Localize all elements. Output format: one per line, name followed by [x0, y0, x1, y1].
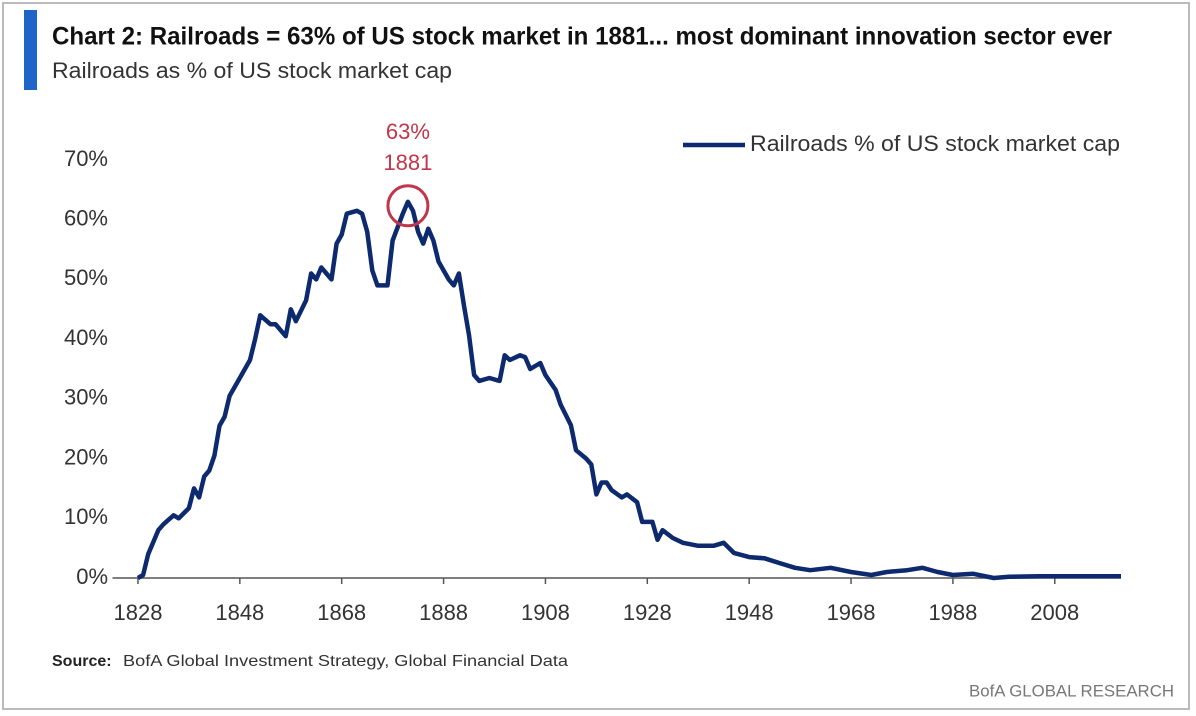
- x-tick-label: 1948: [725, 600, 774, 625]
- source-text: BofA Global Investment Strategy, Global …: [123, 653, 568, 670]
- y-tick-label: 40%: [64, 325, 108, 350]
- x-tick-label: 1888: [419, 600, 468, 625]
- x-tick-label: 1828: [113, 600, 162, 625]
- annotation: 1881: [383, 150, 432, 175]
- legend-label: Railroads % of US stock market cap: [750, 131, 1120, 156]
- brand: BofA GLOBAL RESEARCH: [969, 681, 1174, 700]
- peak-circle: [386, 184, 430, 228]
- y-tick-label: 30%: [64, 385, 108, 410]
- x-tick-label: 1908: [521, 600, 570, 625]
- annotation: 63%: [386, 119, 430, 144]
- title-accent: [24, 10, 37, 90]
- y-tick-label: 70%: [64, 146, 108, 171]
- chart-title: Chart 2: Railroads = 63% of US stock mar…: [52, 23, 1112, 51]
- y-tick-label: 50%: [64, 265, 108, 290]
- x-tick-label: 1968: [827, 600, 876, 625]
- y-tick-label: 60%: [64, 206, 108, 231]
- line-series: [136, 199, 1121, 581]
- x-tick-label: 1848: [215, 600, 264, 625]
- y-tick-label: 20%: [64, 444, 108, 469]
- x-tick-label: 1988: [928, 600, 977, 625]
- chart-subtitle: Railroads as % of US stock market cap: [52, 58, 452, 83]
- y-tick-label: 10%: [64, 504, 108, 529]
- x-tick-label: 1868: [317, 600, 366, 625]
- x-tick-label: 2008: [1030, 600, 1079, 625]
- y-tick-label: 0%: [76, 564, 108, 589]
- source-label: Source:: [52, 653, 112, 670]
- x-tick-label: 1928: [623, 600, 672, 625]
